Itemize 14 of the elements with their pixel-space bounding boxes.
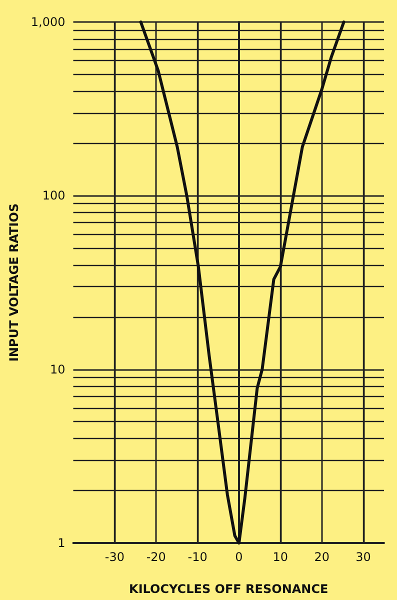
line-series [139,20,346,544]
x-tick-label: -30 [104,550,124,564]
y-axis-title: INPUT VOLTAGE RATIOS [7,203,21,362]
x-tick-label: -20 [146,550,166,564]
y-tick-label: 10 [50,362,66,376]
y-tick-label: 100 [42,188,66,203]
x-tick-label: 10 [272,550,288,564]
x-axis-title: KILOCYCLES OFF RESONANCE [129,582,328,596]
y-tick-label: 1 [58,536,66,550]
x-tick-label: 20 [314,550,330,564]
x-tick-label: 30 [356,550,371,564]
x-tick-label: -10 [188,550,208,564]
x-tick-label: 0 [235,550,243,564]
y-tick-label: 1,000 [30,15,66,29]
